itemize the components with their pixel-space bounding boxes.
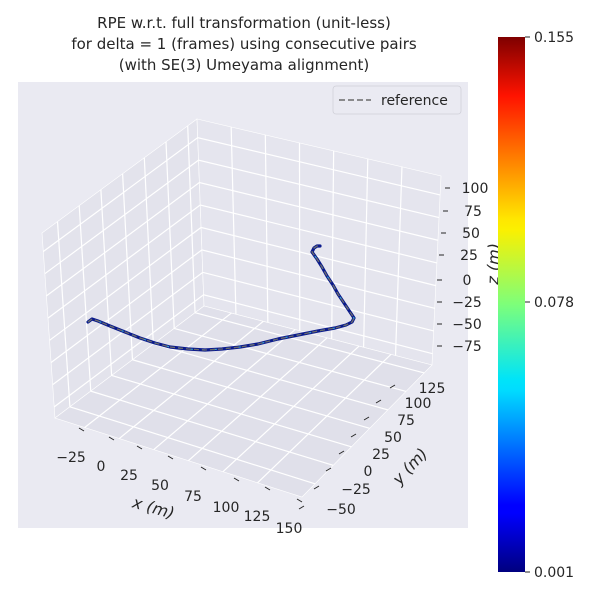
x-tick-7: 150 — [276, 521, 303, 537]
x-tick-mark-5 — [233, 477, 240, 482]
grid-x-1 — [118, 320, 264, 440]
trajectory-group — [86, 244, 356, 352]
grid-y-wall-2 — [100, 189, 113, 376]
x-tick-mark-3 — [167, 455, 174, 460]
x-tick-mark-0 — [78, 427, 85, 432]
z-tick-5: −25 — [452, 295, 482, 311]
grid-z-1 — [52, 271, 434, 386]
z-tick-1: 75 — [464, 204, 482, 220]
title-line-2: for delta = 1 (frames) using consecutive… — [71, 35, 417, 53]
grid-y-floor-0 — [69, 406, 316, 485]
y-tick-mark-4 — [350, 433, 357, 438]
grid-back-v-1 — [264, 134, 269, 323]
colorbar-mid-label: 0.078 — [534, 295, 574, 311]
colorbar-max-label: 0.155 — [534, 30, 574, 46]
grid-back-v-4 — [363, 158, 369, 348]
grid-y-floor-6 — [194, 312, 425, 374]
z-tick-6: −50 — [452, 317, 482, 333]
panes — [41, 118, 442, 498]
grid-x-0 — [84, 312, 232, 428]
reference-line — [87, 245, 355, 351]
grid-z-3 — [49, 226, 436, 341]
grid-y-floor-4 — [153, 343, 388, 411]
y-tick-0: −50 — [326, 502, 356, 518]
grid-y-wall-4 — [143, 157, 154, 345]
title-line-1: RPE w.r.t. full transformation (unit-les… — [97, 14, 391, 32]
grid-y-floor-3 — [132, 359, 370, 429]
grid-z-2 — [50, 249, 435, 363]
y-tick-2: 0 — [364, 464, 373, 480]
y-tick-mark-2 — [325, 467, 332, 472]
z-tick-0: 100 — [462, 181, 489, 197]
grid-z-4 — [47, 204, 438, 319]
x-tick-1: 0 — [97, 459, 106, 475]
x-tick-2: 25 — [120, 468, 138, 484]
y-tick-mark-5 — [363, 416, 370, 421]
y-tick-mark-7 — [389, 384, 396, 389]
grid-x-4 — [222, 345, 360, 473]
z-tick-3: 25 — [460, 248, 478, 264]
z-tick-labels: 100 75 50 25 0 −25 −50 −75 — [452, 181, 488, 355]
grid-y-wall-5 — [165, 141, 175, 329]
legend-box — [332, 85, 462, 115]
z-tick-4: 0 — [463, 273, 472, 289]
x-tick-mark-1 — [108, 436, 115, 441]
grid-y-wall-3 — [122, 173, 134, 360]
x-tick-6: 125 — [244, 509, 271, 525]
y-tick-3: 25 — [372, 447, 390, 463]
grid-back-v-0 — [230, 126, 237, 315]
title-line-3: (with SE(3) Umeyama alignment) — [119, 56, 370, 74]
y-tick-1: −25 — [341, 482, 371, 498]
grid-back-v-5 — [394, 166, 403, 356]
y-tick-7: 125 — [419, 381, 446, 397]
y-tick-5: 75 — [397, 413, 415, 429]
x-tick-3: 50 — [151, 478, 169, 494]
grid-x-2 — [153, 329, 296, 451]
y-tick-4: 50 — [384, 430, 402, 446]
grid-x-3 — [187, 337, 328, 462]
chart-title: RPE w.r.t. full transformation (unit-les… — [71, 14, 417, 74]
colorbar: 0.155 0.078 0.001 — [498, 30, 574, 581]
y-tick-mark-1 — [313, 485, 320, 490]
z-tick-7: −75 — [452, 339, 482, 355]
grid-lines — [42, 125, 441, 485]
grid-z-5 — [46, 181, 439, 297]
z-tick-2: 50 — [462, 226, 480, 242]
grid-y-floor-2 — [111, 374, 352, 448]
grid-y-floor-5 — [174, 327, 407, 392]
legend-reference-label: reference — [381, 93, 448, 109]
legend: reference — [332, 85, 462, 115]
colorbar-gradient — [498, 37, 525, 572]
y-tick-mark-6 — [375, 399, 382, 404]
x-tick-mark-4 — [200, 466, 207, 471]
x-tick-5: 100 — [213, 500, 240, 516]
grid-y-wall-6 — [187, 125, 196, 313]
x-tick-4: 75 — [184, 489, 202, 505]
grid-y-wall-0 — [56, 221, 71, 407]
grid-y-floor-1 — [90, 390, 334, 466]
grid-z-7 — [42, 137, 441, 252]
x-tick-mark-7 — [296, 498, 303, 503]
colorbar-min-label: 0.001 — [534, 565, 574, 581]
grid-back-v-3 — [331, 150, 335, 340]
x-tick-mark-6 — [264, 486, 271, 491]
x-tick-mark-2 — [136, 445, 143, 450]
y-tick-mark-0 — [298, 505, 305, 510]
grid-z-6 — [44, 159, 440, 275]
grid-y-wall-1 — [78, 205, 92, 392]
x-tick-0: −25 — [56, 450, 86, 466]
tick-marks — [78, 187, 450, 510]
grid-x-5 — [257, 353, 392, 484]
y-tick-mark-3 — [338, 450, 345, 455]
grid-z-0 — [53, 294, 433, 408]
y-tick-6: 100 — [405, 396, 432, 412]
